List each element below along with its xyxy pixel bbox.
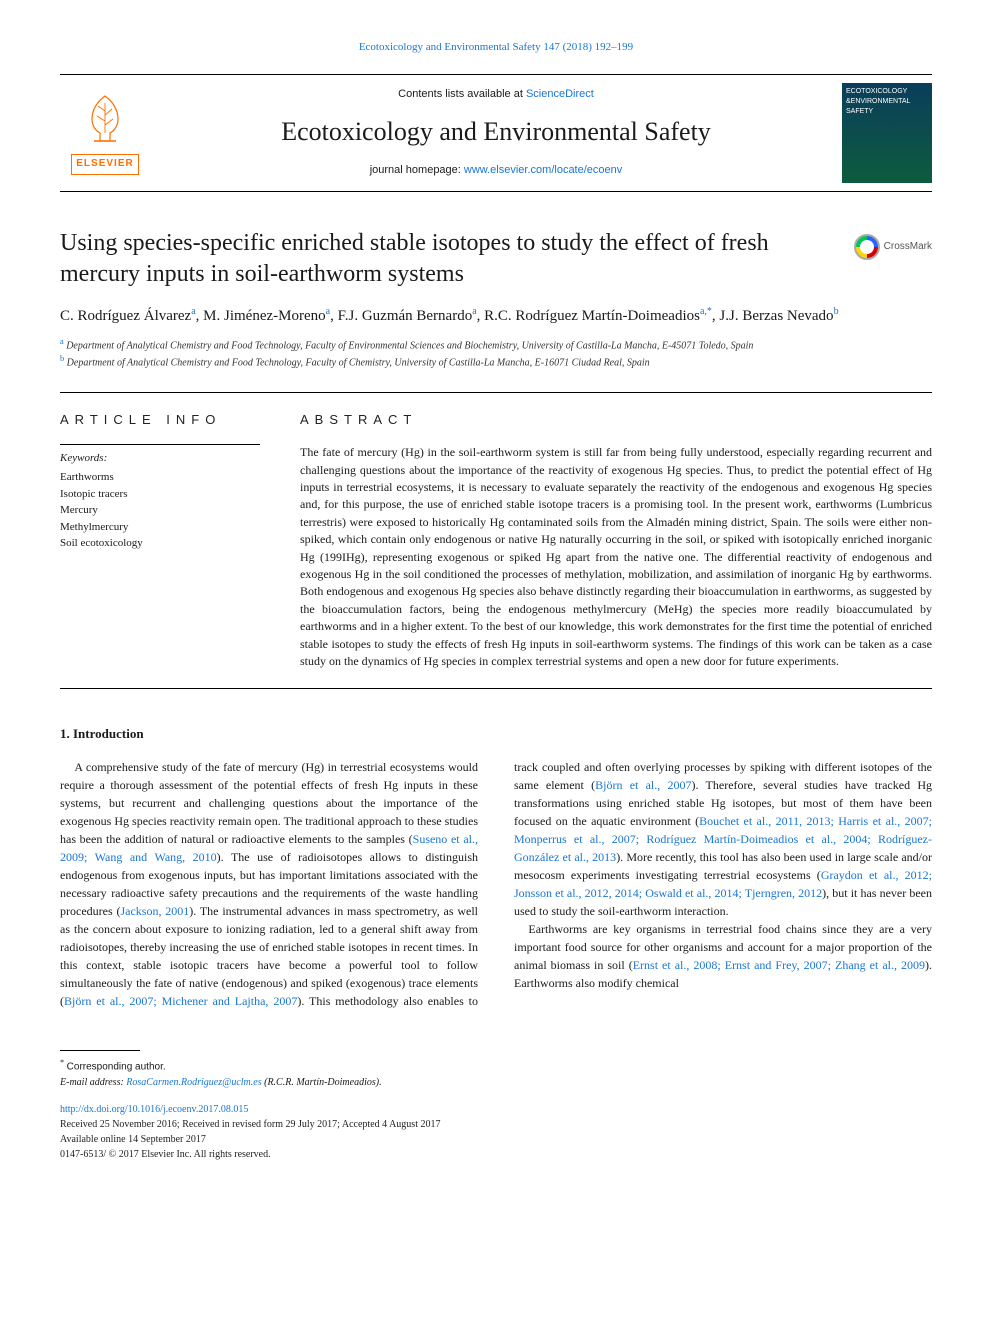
publisher-name: ELSEVIER: [71, 154, 138, 175]
issn-copyright: 0147-6513/ © 2017 Elsevier Inc. All righ…: [60, 1147, 932, 1162]
cover-line-1: ECOTOXICOLOGY: [846, 87, 928, 97]
homepage-prefix: journal homepage:: [370, 164, 464, 176]
section-1-head: 1. Introduction: [60, 725, 932, 744]
affiliation-line: a Department of Analytical Chemistry and…: [60, 336, 932, 353]
section-introduction: 1. Introduction A comprehensive study of…: [60, 725, 932, 1010]
abstract-text: The fate of mercury (Hg) in the soil-ear…: [300, 444, 932, 670]
email-label: E-mail address:: [60, 1077, 124, 1088]
article-info-column: ARTICLE INFO Keywords: EarthwormsIsotopi…: [60, 411, 260, 670]
corr-label: Corresponding author.: [67, 1062, 166, 1073]
body-two-column: A comprehensive study of the fate of mer…: [60, 758, 932, 1010]
journal-cover-thumb: ECOTOXICOLOGY &ENVIRONMENTAL SAFETY: [842, 83, 932, 183]
journal-homepage-line: journal homepage: www.elsevier.com/locat…: [162, 163, 830, 179]
elsevier-tree-icon: [80, 91, 130, 146]
abstract-head: ABSTRACT: [300, 411, 932, 430]
rule-below-abstract: [60, 688, 932, 689]
page-footer: * Corresponding author. E-mail address: …: [60, 1050, 932, 1161]
crossmark-badge[interactable]: CrossMark: [854, 234, 932, 260]
abstract-column: ABSTRACT The fate of mercury (Hg) in the…: [300, 411, 932, 670]
keyword-item: Mercury: [60, 502, 260, 519]
keyword-item: Earthworms: [60, 469, 260, 486]
journal-name: Ecotoxicology and Environmental Safety: [162, 113, 830, 151]
corr-email-link[interactable]: RosaCarmen.Rodriguez@uclm.es: [126, 1077, 261, 1088]
affiliation-line: b Department of Analytical Chemistry and…: [60, 353, 932, 370]
article-history: Received 25 November 2016; Received in r…: [60, 1117, 932, 1132]
masthead-center: Contents lists available at ScienceDirec…: [162, 87, 830, 179]
available-online: Available online 14 September 2017: [60, 1132, 932, 1147]
sciencedirect-link[interactable]: ScienceDirect: [526, 88, 594, 100]
running-header: Ecotoxicology and Environmental Safety 1…: [60, 40, 932, 56]
contents-available-line: Contents lists available at ScienceDirec…: [162, 87, 830, 103]
email-line: E-mail address: RosaCarmen.Rodriguez@ucl…: [60, 1075, 932, 1090]
journal-homepage-link[interactable]: www.elsevier.com/locate/ecoenv: [464, 164, 622, 176]
corr-email-paren: (R.C.R. Martín-Doimeadios).: [264, 1077, 382, 1088]
contents-prefix: Contents lists available at: [398, 88, 526, 100]
publisher-logo-block: ELSEVIER: [60, 88, 150, 178]
affiliations: a Department of Analytical Chemistry and…: [60, 336, 932, 371]
article-title: Using species-specific enriched stable i…: [60, 228, 834, 290]
footer-short-rule: [60, 1050, 140, 1051]
corr-marker: *: [60, 1058, 64, 1067]
body-para-2: Earthworms are key organisms in terrestr…: [514, 920, 932, 992]
corresponding-author-line: * Corresponding author.: [60, 1057, 932, 1074]
rule-above-abstract: [60, 392, 932, 393]
keyword-item: Soil ecotoxicology: [60, 535, 260, 552]
keywords-rule: [60, 444, 260, 445]
crossmark-label: CrossMark: [884, 240, 932, 255]
author-list: C. Rodríguez Álvareza, M. Jiménez-Moreno…: [60, 304, 932, 328]
keyword-item: Methylmercury: [60, 519, 260, 536]
article-info-head: ARTICLE INFO: [60, 411, 260, 430]
cover-line-2: &ENVIRONMENTAL: [846, 97, 928, 107]
doi-link[interactable]: http://dx.doi.org/10.1016/j.ecoenv.2017.…: [60, 1102, 932, 1117]
keywords-label: Keywords:: [60, 451, 260, 467]
masthead: ELSEVIER Contents lists available at Sci…: [60, 74, 932, 192]
keyword-item: Isotopic tracers: [60, 486, 260, 503]
info-abstract-row: ARTICLE INFO Keywords: EarthwormsIsotopi…: [60, 411, 932, 670]
article-header: Using species-specific enriched stable i…: [60, 228, 932, 371]
cover-line-3: SAFETY: [846, 107, 928, 117]
crossmark-icon: [854, 234, 880, 260]
